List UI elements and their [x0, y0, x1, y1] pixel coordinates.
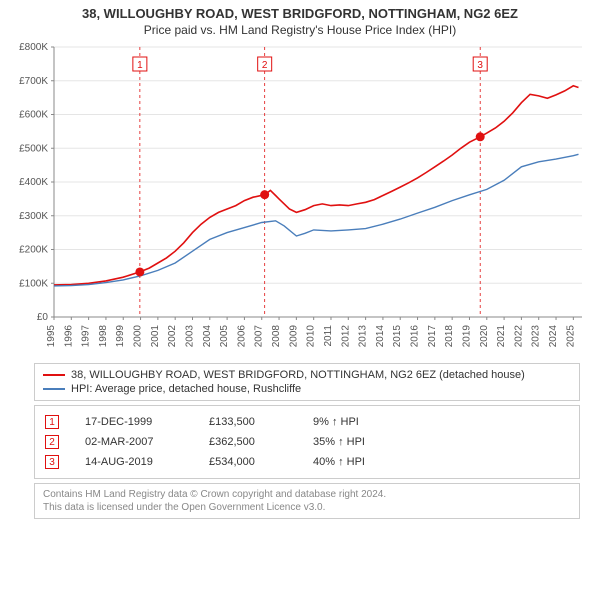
svg-text:2009: 2009	[288, 325, 299, 348]
svg-text:3: 3	[477, 60, 483, 71]
sale-row: 1 17-DEC-1999 £133,500 9% ↑ HPI	[43, 412, 571, 432]
svg-text:2015: 2015	[392, 325, 403, 348]
sale-pct-vs-hpi: 35% ↑ HPI	[313, 436, 423, 448]
svg-text:1998: 1998	[98, 325, 109, 348]
legend-item: HPI: Average price, detached house, Rush…	[43, 382, 571, 396]
svg-text:£800K: £800K	[19, 42, 48, 53]
svg-text:2023: 2023	[531, 325, 542, 348]
svg-text:£0: £0	[37, 312, 49, 323]
svg-text:2024: 2024	[548, 325, 559, 348]
sale-marker-icon: 2	[45, 435, 59, 449]
svg-text:£100K: £100K	[19, 278, 48, 289]
price-chart: £0 £100K £200K £300K £400K £500K £600K £700K £80…	[0, 37, 600, 357]
sale-price: £133,500	[209, 416, 289, 428]
chart-title: 38, WILLOUGHBY ROAD, WEST BRIDGFORD, NOT…	[0, 6, 600, 21]
svg-text:2002: 2002	[167, 325, 178, 348]
footer-line-1: Contains HM Land Registry data © Crown c…	[43, 488, 571, 501]
svg-text:£300K: £300K	[19, 211, 48, 222]
svg-text:2000: 2000	[133, 325, 144, 348]
svg-text:2004: 2004	[202, 325, 213, 348]
svg-text:2008: 2008	[271, 325, 282, 348]
sales-table: 1 17-DEC-1999 £133,500 9% ↑ HPI 2 02-MAR-2007…	[34, 405, 580, 479]
svg-text:2021: 2021	[496, 325, 507, 348]
svg-text:2003: 2003	[184, 325, 195, 348]
sale-date: 14-AUG-2019	[85, 456, 185, 468]
svg-text:£600K: £600K	[19, 110, 48, 121]
svg-text:1: 1	[137, 60, 143, 71]
sale-marker-icon: 3	[45, 455, 59, 469]
svg-text:2020: 2020	[479, 325, 490, 348]
sale-price: £362,500	[209, 436, 289, 448]
sale-row: 2 02-MAR-2007 £362,500 35% ↑ HPI	[43, 432, 571, 452]
sale-pct-vs-hpi: 40% ↑ HPI	[313, 456, 423, 468]
svg-text:2016: 2016	[410, 325, 421, 348]
svg-text:£400K: £400K	[19, 177, 48, 188]
footer-attribution: Contains HM Land Registry data © Crown c…	[34, 483, 580, 519]
legend: 38, WILLOUGHBY ROAD, WEST BRIDGFORD, NOT…	[34, 363, 580, 401]
svg-text:2022: 2022	[513, 325, 524, 348]
svg-text:£700K: £700K	[19, 76, 48, 87]
svg-text:£500K: £500K	[19, 143, 48, 154]
svg-text:2011: 2011	[323, 325, 334, 347]
svg-text:1996: 1996	[63, 325, 74, 348]
svg-text:2013: 2013	[358, 325, 369, 348]
footer-line-2: This data is licensed under the Open Gov…	[43, 501, 571, 514]
svg-text:2025: 2025	[565, 325, 576, 348]
svg-text:2005: 2005	[219, 325, 230, 348]
svg-text:1999: 1999	[115, 325, 126, 348]
sale-price: £534,000	[209, 456, 289, 468]
svg-text:2: 2	[262, 60, 268, 71]
sale-marker-icon: 1	[45, 415, 59, 429]
chart-subtitle: Price paid vs. HM Land Registry's House …	[0, 23, 600, 37]
svg-text:2007: 2007	[254, 325, 265, 348]
svg-text:2018: 2018	[444, 325, 455, 348]
svg-text:2014: 2014	[375, 325, 386, 348]
svg-text:1995: 1995	[46, 325, 57, 348]
svg-text:£200K: £200K	[19, 245, 48, 256]
legend-swatch	[43, 374, 65, 376]
svg-text:2012: 2012	[340, 325, 351, 348]
svg-text:2010: 2010	[306, 325, 317, 348]
sale-date: 02-MAR-2007	[85, 436, 185, 448]
sale-row: 3 14-AUG-2019 £534,000 40% ↑ HPI	[43, 452, 571, 472]
legend-swatch	[43, 388, 65, 390]
sale-date: 17-DEC-1999	[85, 416, 185, 428]
legend-label: HPI: Average price, detached house, Rush…	[71, 383, 301, 395]
svg-text:2001: 2001	[150, 325, 161, 348]
legend-label: 38, WILLOUGHBY ROAD, WEST BRIDGFORD, NOT…	[71, 369, 525, 381]
legend-item: 38, WILLOUGHBY ROAD, WEST BRIDGFORD, NOT…	[43, 368, 571, 382]
svg-text:1997: 1997	[81, 325, 92, 348]
sale-pct-vs-hpi: 9% ↑ HPI	[313, 416, 423, 428]
svg-text:2017: 2017	[427, 325, 438, 348]
svg-text:2006: 2006	[236, 325, 247, 348]
svg-text:2019: 2019	[461, 325, 472, 348]
